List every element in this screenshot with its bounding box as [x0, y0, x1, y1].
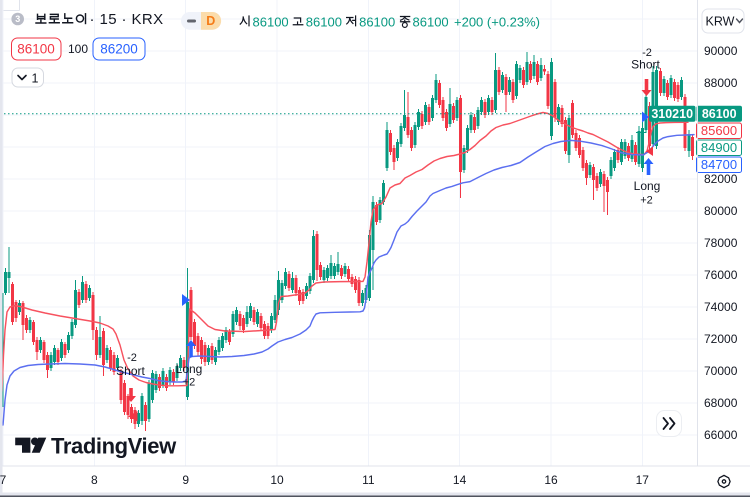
svg-text:7: 7: [0, 473, 7, 487]
svg-text:86200: 86200: [100, 42, 138, 57]
svg-text:KRW: KRW: [706, 15, 735, 29]
svg-text:72000: 72000: [704, 332, 738, 346]
svg-text:74000: 74000: [704, 300, 738, 314]
svg-text:76000: 76000: [704, 268, 738, 282]
svg-text:85600: 85600: [701, 123, 737, 138]
svg-text:1: 1: [32, 72, 39, 86]
svg-text:310210: 310210: [651, 107, 693, 121]
svg-text:86100: 86100: [306, 15, 342, 30]
svg-text:86100: 86100: [17, 42, 55, 57]
svg-text:· 15 · KRX: · 15 · KRX: [90, 11, 164, 28]
svg-text:88000: 88000: [704, 76, 738, 90]
svg-text:-2: -2: [642, 47, 652, 59]
svg-text:3: 3: [15, 14, 20, 24]
svg-text:100: 100: [68, 42, 88, 56]
svg-text:TradingView: TradingView: [51, 434, 177, 459]
svg-text:Long: Long: [634, 179, 661, 193]
svg-text:+200 (+0.23%): +200 (+0.23%): [454, 15, 540, 30]
svg-text:Long: Long: [176, 362, 203, 376]
svg-text:+2: +2: [640, 195, 653, 207]
svg-text:84900: 84900: [701, 140, 737, 155]
svg-text:10: 10: [270, 473, 284, 487]
svg-text:14: 14: [453, 473, 467, 487]
svg-text:80000: 80000: [704, 204, 738, 218]
svg-text:Short: Short: [631, 58, 660, 72]
svg-text:-2: -2: [127, 352, 137, 364]
svg-text:9: 9: [182, 473, 189, 487]
svg-text:86100: 86100: [413, 15, 449, 30]
svg-text:66000: 66000: [704, 428, 738, 442]
svg-text:84700: 84700: [701, 157, 737, 172]
svg-text:17: 17: [636, 473, 650, 487]
svg-text:86100: 86100: [253, 15, 289, 30]
svg-text:68000: 68000: [704, 396, 738, 410]
svg-text:86100: 86100: [702, 107, 737, 121]
svg-text:11: 11: [362, 473, 375, 487]
svg-text:+2: +2: [183, 377, 196, 389]
svg-text:82000: 82000: [704, 172, 738, 186]
svg-text:Short: Short: [116, 364, 145, 378]
svg-text:16: 16: [544, 473, 558, 487]
svg-text:90000: 90000: [704, 44, 738, 58]
svg-text:78000: 78000: [704, 236, 738, 250]
svg-text:D: D: [206, 14, 215, 28]
svg-text:86100: 86100: [359, 15, 395, 30]
svg-text:8: 8: [91, 473, 98, 487]
svg-text:70000: 70000: [704, 364, 738, 378]
